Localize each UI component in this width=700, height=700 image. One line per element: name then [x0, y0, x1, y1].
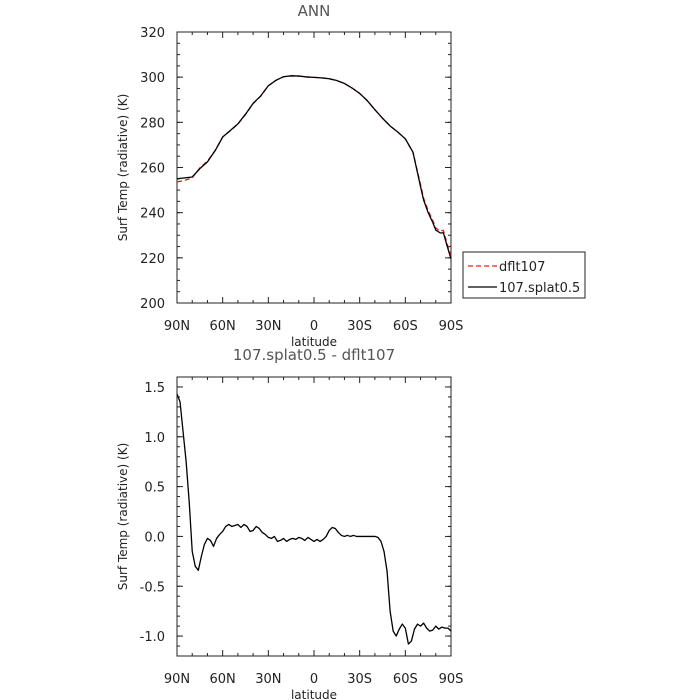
series-line-107-splat0-5: [176, 75, 452, 260]
x-tick-label: 0: [310, 319, 318, 334]
chart-title: ANN: [298, 2, 331, 20]
y-tick-label: 220: [140, 252, 165, 267]
x-tick-label: 30S: [347, 319, 372, 334]
x-axis-label: latitude: [291, 335, 337, 349]
x-tick-label: 0: [310, 672, 318, 687]
x-tick-label: 90N: [164, 319, 190, 334]
plot-frame: [176, 376, 452, 657]
y-tick-label: 240: [140, 207, 165, 222]
y-tick-label: 1.0: [144, 431, 165, 446]
x-tick-label: 60S: [393, 672, 418, 687]
x-tick-label: 90S: [439, 672, 464, 687]
y-tick-label: 200: [140, 297, 165, 312]
plot-area: 90N 60N 30N 0 30S 60S 90S 200 220 240 260 280 300 320: [140, 26, 463, 334]
legend: dflt107 107.splat0.5: [462, 251, 586, 299]
y-tick-label: 300: [140, 71, 165, 86]
x-axis-label: latitude: [291, 688, 337, 700]
chart-title: 107.splat0.5 - dflt107: [233, 346, 395, 364]
y-tick-label: 0.0: [144, 530, 165, 545]
x-tick-label: 60S: [393, 319, 418, 334]
y-tick-label: -0.5: [140, 580, 165, 595]
x-tick-label: 90S: [439, 319, 464, 334]
y-axis-label: Surf Temp (radiative) (K): [116, 94, 130, 242]
x-tick-label: 60N: [210, 672, 236, 687]
y-axis-label: Surf Temp (radiative) (K): [116, 443, 130, 591]
temperature-panel: ANN 90N 60N 30N 0 30S 60S 90S 200 220 240 260 280 30…: [116, 2, 463, 349]
x-tick-label: 60N: [210, 319, 236, 334]
legend-entry-dflt107: dflt107: [499, 260, 545, 275]
plot-area: 90N 60N 30N 0 30S 60S 90S -1.0 -0.5 0.0 0.5 1.0 1.5: [140, 376, 464, 687]
x-tick-label: 30N: [255, 319, 281, 334]
series-line-dflt107: [176, 75, 452, 257]
y-tick-label: 260: [140, 162, 165, 177]
legend-box: [462, 251, 586, 299]
y-tick-label: 1.5: [144, 381, 165, 396]
x-tick-label: 90N: [164, 672, 190, 687]
legend-entry-splat: 107.splat0.5: [499, 281, 580, 296]
y-tick-label: -1.0: [140, 630, 165, 645]
x-tick-label: 30N: [255, 672, 281, 687]
series-line-difference: [176, 393, 452, 645]
x-tick-label: 30S: [347, 672, 372, 687]
y-tick-label: 280: [140, 116, 165, 131]
plot-frame: [176, 31, 452, 304]
y-tick-label: 0.5: [144, 481, 165, 496]
difference-panel: 107.splat0.5 - dflt107 90N 60N 30N 0 30S 60S 9…: [116, 346, 463, 700]
y-tick-label: 320: [140, 26, 165, 41]
